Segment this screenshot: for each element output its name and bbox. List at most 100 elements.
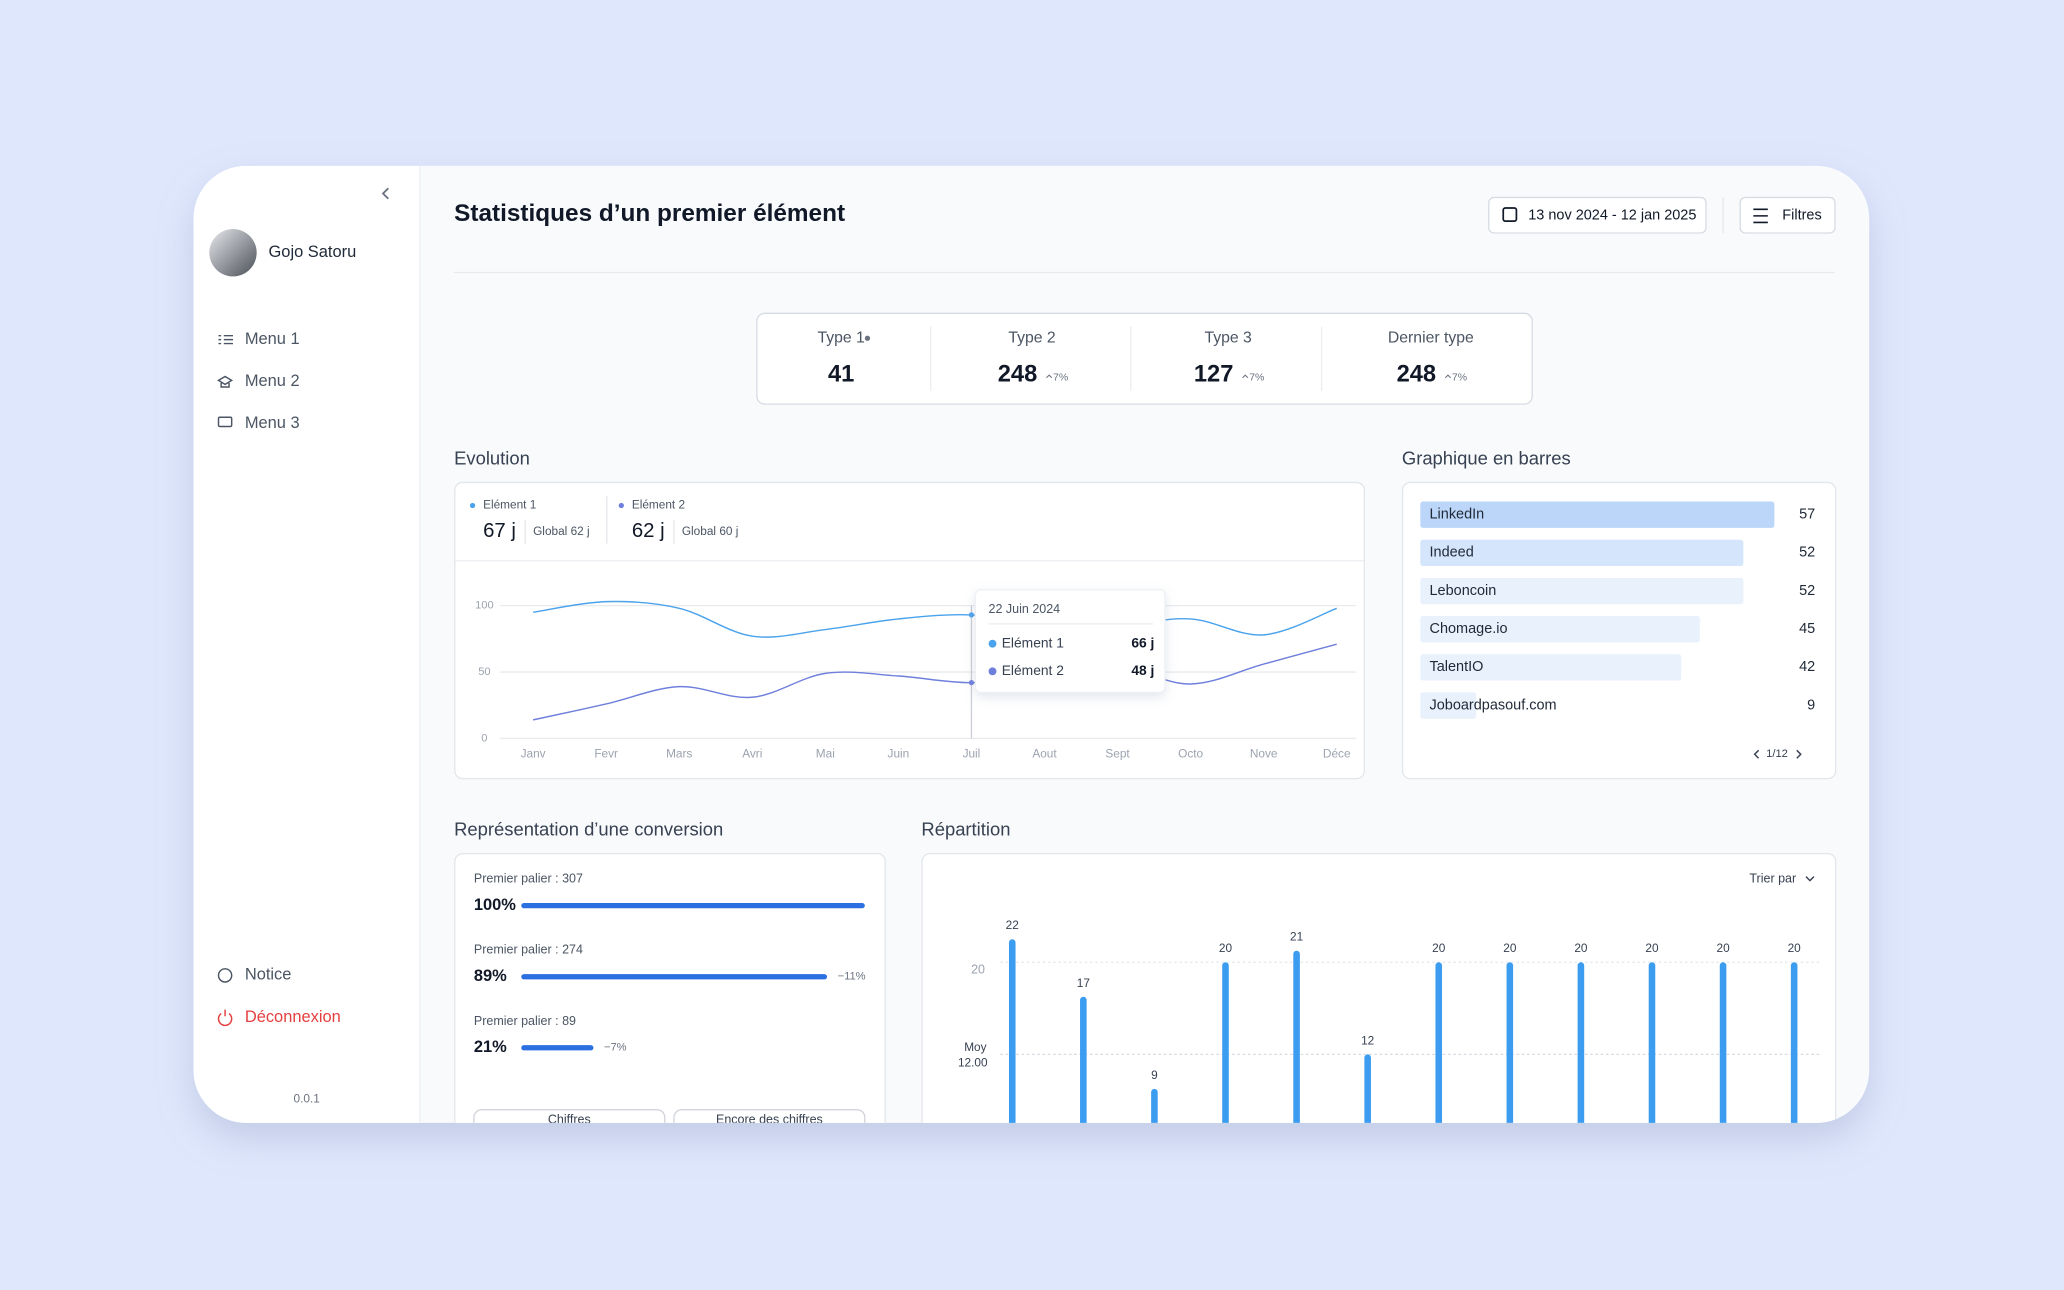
bar-label: Chomage.io — [1430, 621, 1508, 637]
tooltip-name: Elément 1 — [1002, 634, 1064, 650]
bar — [1506, 962, 1514, 1123]
legend-swatch — [618, 502, 624, 509]
sort-dropdown[interactable]: Trier par — [1749, 872, 1796, 886]
menu-item[interactable]: Menu 2 — [245, 372, 300, 390]
kpi-value: 248 — [1397, 361, 1437, 387]
conversion-button[interactable] — [473, 1109, 666, 1143]
mean-name: Moy — [964, 1040, 986, 1054]
bar-value-label: 21 — [1290, 930, 1303, 944]
x-tick-label: Mars — [666, 746, 692, 760]
bar-label: TalentIO — [1430, 659, 1484, 675]
bar-value-label: 17 — [1077, 976, 1090, 990]
step-value: 89% — [474, 967, 507, 985]
x-tick-label: Aout — [1032, 746, 1057, 760]
bar — [1420, 539, 1744, 567]
kpi-value: 127 — [1194, 361, 1234, 387]
button-label: Chiffres — [548, 1112, 591, 1126]
bar-value-label: 9 — [1151, 1068, 1158, 1082]
sidebar — [193, 165, 420, 1123]
x-tick-label: Nove — [1250, 746, 1278, 760]
bar-value-label: 20 — [1219, 941, 1233, 955]
collapse-button[interactable] — [381, 187, 389, 200]
bar-value: 57 — [1799, 507, 1815, 523]
bar — [1080, 996, 1087, 1123]
bar-value-label: 20 — [1574, 941, 1588, 955]
bar-value-label: 20 — [1645, 941, 1659, 955]
mean-label: 12.00 — [958, 1056, 988, 1070]
menu-item[interactable]: Menu 1 — [245, 330, 300, 348]
tooltip-swatch — [988, 639, 997, 648]
bar — [1420, 577, 1744, 605]
notice-link[interactable]: Notice — [245, 966, 292, 984]
bar-value-label: 20 — [1503, 941, 1517, 955]
x-tick-label: Fevr — [594, 746, 618, 760]
bar-value-label: 22 — [1006, 918, 1019, 932]
legend-value: 67 j — [483, 520, 516, 542]
step-change: −7% — [604, 1042, 627, 1054]
kpi-label: Dernier type — [1388, 329, 1474, 346]
calendar-icon — [1502, 207, 1518, 222]
bar — [1151, 1088, 1158, 1123]
step-change: −11% — [838, 971, 866, 983]
kpi-label: Type 2 — [1008, 329, 1055, 346]
app: Gojo Satoru Menu 1 Menu 2 Menu 3 Notice Décon… — [193, 165, 1837, 1143]
kpi-value: 248 — [998, 361, 1038, 387]
y-tick-label: 20 — [971, 962, 985, 976]
series-line — [532, 643, 1337, 721]
sort-chevron — [1805, 876, 1815, 882]
bar-label: Leboncoin — [1430, 583, 1497, 599]
x-tick-label: Juin — [888, 746, 910, 760]
x-tick-label: Sept — [1105, 746, 1130, 760]
legend-global: Global 60 j — [682, 524, 739, 538]
series-line — [533, 600, 1337, 638]
notice-icon — [217, 968, 233, 983]
date-button[interactable] — [1488, 196, 1707, 234]
bar-value-label: 20 — [1432, 941, 1446, 955]
bar-value: 52 — [1799, 583, 1815, 599]
kpi-dividers — [929, 326, 1323, 391]
kpi-change: 7% — [1249, 372, 1264, 384]
legend-swatch — [469, 502, 476, 509]
hover-dot — [968, 680, 975, 686]
bar-label: Joboardpasouf.com — [1430, 697, 1557, 713]
bar — [1420, 616, 1700, 643]
tooltip-value: 48 j — [1131, 662, 1154, 678]
bar — [1420, 654, 1682, 681]
filters-button[interactable] — [1739, 196, 1836, 234]
kpi-change: 7% — [1053, 372, 1068, 384]
bar — [1577, 962, 1585, 1123]
legend-global: Global 62 j — [533, 524, 590, 538]
bar — [1420, 501, 1775, 528]
menu-icon — [217, 416, 233, 428]
legend-name: Elément 1 — [483, 498, 536, 512]
menu-item[interactable]: Menu 3 — [245, 414, 300, 432]
section-title: Répartition — [921, 818, 1010, 839]
kpi-dot — [864, 335, 871, 341]
legend-separators — [524, 496, 675, 544]
logout-link[interactable]: Déconnexion — [245, 1008, 341, 1026]
bar — [1222, 962, 1229, 1123]
section-title: Représentation d’une conversion — [454, 818, 723, 839]
kpi-arrow — [1242, 374, 1249, 379]
bar-value-label: 20 — [1716, 941, 1730, 955]
bar-value-label: 12 — [1361, 1033, 1374, 1047]
bar-value-label: 20 — [1788, 941, 1802, 955]
bar-label: LinkedIn — [1430, 507, 1485, 523]
page-prev[interactable] — [1753, 749, 1760, 759]
legend-value: 62 j — [632, 520, 665, 542]
user-name: Gojo Satoru — [269, 243, 357, 261]
conversion-button[interactable] — [673, 1109, 866, 1143]
x-tick-label: Mai — [816, 746, 835, 760]
step-label: Premier palier : 274 — [474, 943, 583, 957]
menu-icon — [217, 375, 234, 388]
step-bar — [521, 1045, 594, 1051]
legend-name: Elément 2 — [632, 498, 685, 512]
bar — [1008, 939, 1016, 1123]
page-next[interactable] — [1796, 749, 1802, 759]
step-value: 100% — [474, 896, 516, 914]
bar-value: 52 — [1799, 545, 1815, 561]
x-tick-label: Janv — [521, 746, 546, 760]
evolution-card — [454, 481, 1366, 780]
step-label: Premier palier : 307 — [474, 872, 583, 886]
